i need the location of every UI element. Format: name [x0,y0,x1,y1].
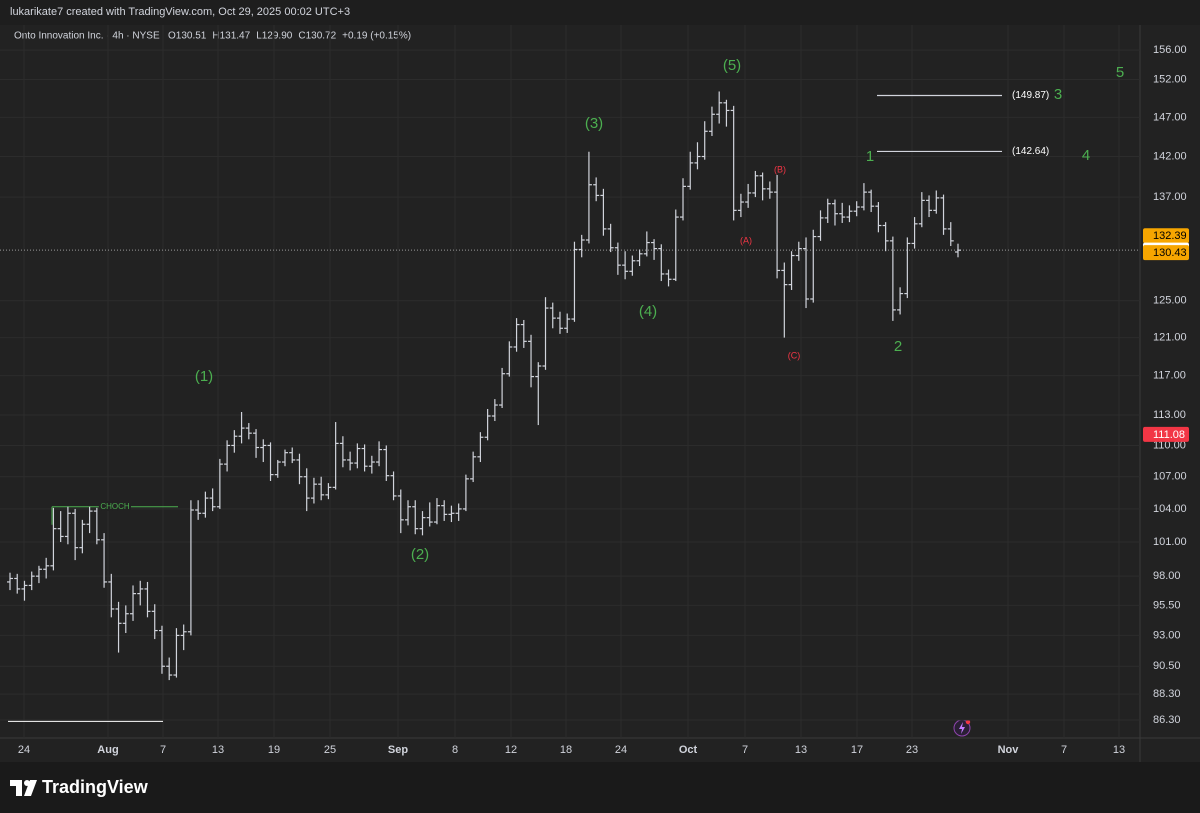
wave-label: 5 [1116,64,1124,81]
price-tag-label: 130.43 [1153,247,1187,259]
price-tag [1143,245,1189,261]
alert-icon [953,719,971,737]
y-tick-label: 90.50 [1153,660,1181,672]
header-text: lukarikate7 created with TradingView.com… [10,6,350,18]
y-tick-label: 88.30 [1153,688,1181,700]
y-tick-label: 125.00 [1153,295,1187,307]
x-tick-label: Nov [998,744,1020,756]
price-tag [1143,426,1189,442]
x-tick-label: Aug [97,744,118,756]
level-label: (149.87) [1012,90,1049,101]
x-tick-label: 19 [268,744,280,756]
wave-label: (A) [740,235,752,245]
legend-value: O130.51 [168,31,207,42]
logo-text: TradingView [42,777,149,797]
logo-icon [24,780,30,786]
wave-label: 2 [894,338,902,355]
y-tick-label: 113.00 [1153,409,1186,421]
wave-label: (C) [788,350,801,360]
grid [0,25,1140,738]
x-tick-label: 12 [505,744,517,756]
symbol-title: Onto Innovation Inc. · 4h · NYSE [14,31,160,42]
x-tick-label: Oct [679,744,698,756]
wave-label: (2) [411,546,429,563]
level-label: (142.64) [1012,146,1049,157]
wave-label: (B) [774,164,786,174]
wave-label: 3 [1054,86,1062,103]
x-tick-label: 18 [560,744,572,756]
wave-label: (1) [195,368,213,385]
x-tick-label: 17 [851,744,863,756]
price-tag [1143,228,1189,244]
bars [7,91,961,681]
footer [0,762,1200,813]
plot-area [0,25,1140,738]
wave-label: 1 [866,148,874,165]
y-tick-label: 137.00 [1153,191,1187,203]
x-tick-label: 8 [452,744,458,756]
y-tick-label: 101.00 [1153,536,1187,548]
choch-label: CHOCH [100,502,130,511]
wave-label: (3) [585,115,603,132]
y-tick-label: 156.00 [1153,44,1187,56]
logo: TradingView [10,777,149,797]
x-tick-label: 7 [742,744,748,756]
x-tick-label: 13 [212,744,224,756]
x-tick-label: 13 [795,744,807,756]
y-tick-label: 95.50 [1153,599,1181,611]
y-tick-label: 110.00 [1153,439,1186,451]
x-tick-label: 7 [1061,744,1067,756]
price-tag-label: 111.08 [1153,429,1185,441]
wave-label: (5) [723,57,741,74]
x-tick-label: 23 [906,744,918,756]
x-tick-label: 24 [18,744,30,756]
legend-value: H131.47 [212,31,250,42]
x-tick-label: 7 [160,744,166,756]
legend-value: C130.72 [298,31,336,42]
y-tick-label: 147.00 [1153,111,1187,123]
y-tick-label: 107.00 [1153,471,1187,483]
y-tick-label: 117.00 [1153,370,1186,382]
logo-icon [10,780,37,796]
x-tick-label: 24 [615,744,627,756]
alert-icon-dot [965,719,971,725]
x-tick-label: 13 [1113,744,1125,756]
y-tick-label: 98.00 [1153,570,1181,582]
time-axis [0,738,1140,762]
y-tick-label: 142.00 [1153,150,1187,162]
wave-label: 4 [1082,147,1090,164]
x-tick-label: 25 [324,744,336,756]
y-tick-label: 104.00 [1153,503,1187,515]
y-tick-label: 93.00 [1153,629,1181,641]
legend-value: +0.19 (+0.15%) [342,31,411,42]
x-tick-label: Sep [388,744,408,756]
y-tick-label: 152.00 [1153,73,1187,85]
y-tick-label: 121.00 [1153,332,1187,344]
wave-label: (4) [639,303,657,320]
price-tag-label: 132.39 [1153,230,1187,242]
alert-icon-bolt [959,722,965,734]
price-axis [1140,25,1200,762]
y-tick-label: 86.30 [1153,714,1181,726]
